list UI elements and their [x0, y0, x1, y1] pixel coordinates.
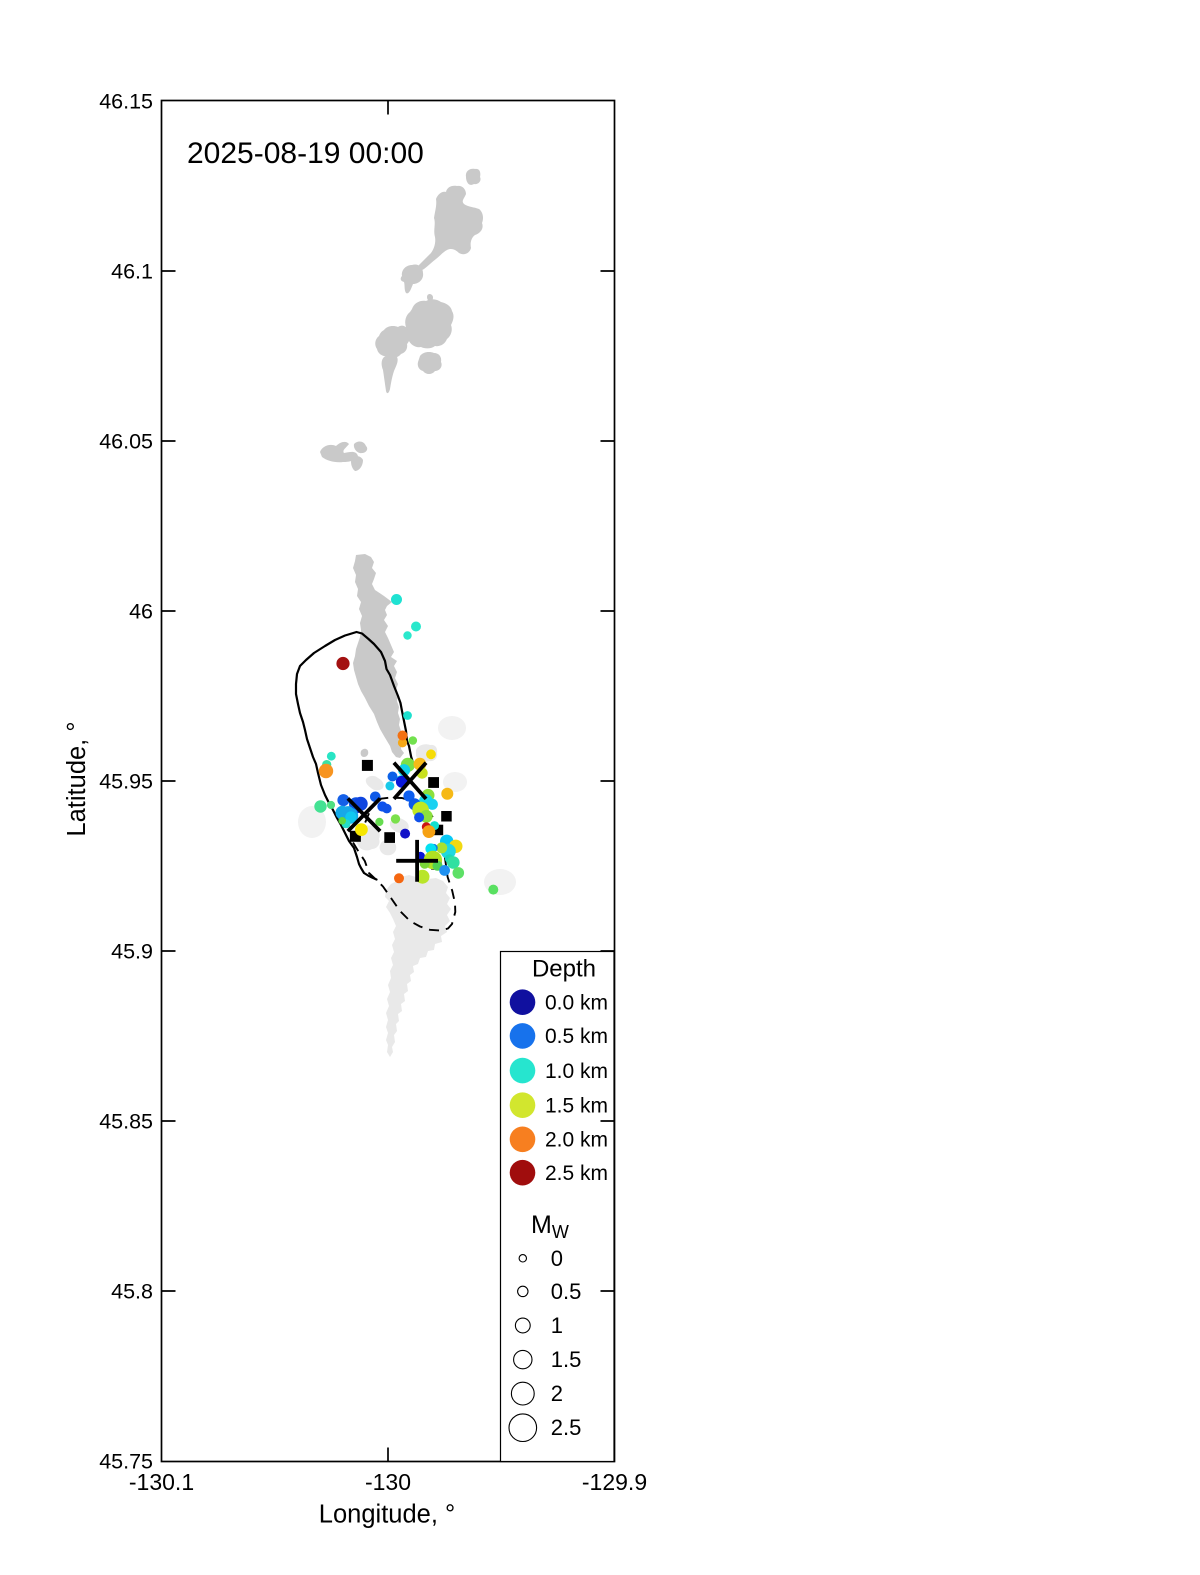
svg-text:-130: -130 — [365, 1469, 411, 1495]
svg-text:2.5 km: 2.5 km — [545, 1162, 608, 1185]
svg-text:1: 1 — [551, 1313, 563, 1338]
svg-text:45.95: 45.95 — [99, 770, 153, 794]
svg-text:0.5 km: 0.5 km — [545, 1025, 608, 1048]
svg-text:Longitude, °: Longitude, ° — [319, 1501, 455, 1529]
svg-text:1.5 km: 1.5 km — [545, 1095, 608, 1118]
svg-text:45.9: 45.9 — [111, 940, 153, 964]
svg-text:0.5: 0.5 — [551, 1279, 582, 1304]
svg-text:2025-08-19 00:00: 2025-08-19 00:00 — [187, 137, 424, 170]
svg-text:45.85: 45.85 — [99, 1110, 153, 1134]
svg-text:-130.1: -130.1 — [129, 1469, 194, 1495]
svg-text:-129.9: -129.9 — [582, 1469, 647, 1495]
svg-text:1.0 km: 1.0 km — [545, 1060, 608, 1083]
svg-text:45.75: 45.75 — [99, 1450, 153, 1474]
svg-text:0: 0 — [551, 1246, 563, 1271]
svg-text:0.0 km: 0.0 km — [545, 992, 608, 1015]
svg-text:46.15: 46.15 — [99, 90, 153, 114]
svg-text:2.0 km: 2.0 km — [545, 1129, 608, 1152]
svg-text:46: 46 — [129, 600, 153, 624]
svg-text:2.5: 2.5 — [551, 1415, 582, 1440]
svg-text:2: 2 — [551, 1381, 563, 1406]
svg-text:46.1: 46.1 — [111, 260, 153, 284]
svg-text:Latitude, °: Latitude, ° — [63, 721, 91, 836]
svg-text:46.05: 46.05 — [99, 430, 153, 454]
svg-text:45.8: 45.8 — [111, 1280, 153, 1304]
svg-text:1.5: 1.5 — [551, 1347, 582, 1372]
svg-text:Depth: Depth — [532, 956, 596, 983]
